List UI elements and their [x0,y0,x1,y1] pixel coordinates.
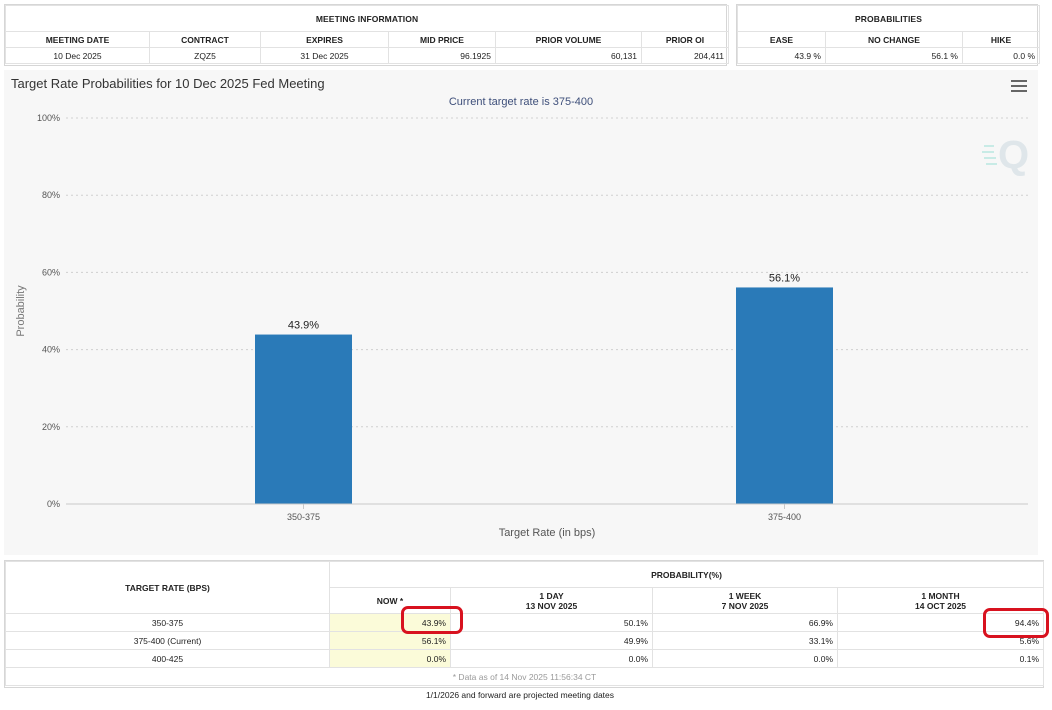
now-value: 43.9% [329,613,451,632]
target-rate-header: TARGET RATE (BPS) [5,561,330,614]
y-axis-ticks: 0% 20% 40% 60% 80% 100% [37,113,60,509]
q-logo-icon: Q [982,133,1029,177]
y-tick-label: 60% [42,267,60,277]
one-day-value: 49.9% [450,631,653,650]
chart-canvas: 0% 20% 40% 60% 80% 100% 43.9% 56.1% 350-375 375… [15,113,1029,539]
contract-header: CONTRACT [149,31,261,48]
one-month-value: 0.1% [836,649,1045,668]
bar [736,287,833,504]
y-tick-label: 20% [42,422,60,432]
bar [255,334,352,504]
y-tick-label: 40% [42,345,60,355]
hike-value: 0.0 % [961,47,1041,64]
rate-label: 350-375 [5,613,330,632]
now-value: 0.0% [329,649,451,668]
one-day-value: 50.1% [450,613,653,632]
prior-oi-header: PRIOR OI [640,31,730,48]
mid-price-header: MID PRICE [388,31,496,48]
rate-label: 400-425 [5,649,330,668]
chart-subtitle: Current target rate is 375-400 [448,96,594,108]
prior-volume-value: 60,131 [495,47,642,64]
expires-header: EXPIRES [260,31,389,48]
y-tick-label: 80% [42,190,60,200]
chart-menu-icon[interactable] [1011,80,1027,92]
meeting-date-value: 10 Dec 2025 [5,47,150,64]
no-change-header: NO CHANGE [825,31,963,48]
data-timestamp-note: * Data as of 14 Nov 2025 11:56:34 CT [4,667,1045,686]
probabilities-caption: PROBABILITIES [736,5,1041,32]
meeting-info-table: MEETING INFORMATION MEETING DATE CONTRAC… [4,4,730,66]
now-header: NOW * [329,587,451,614]
ease-header: EASE [737,31,826,48]
probabilities-table: PROBABILITIES EASE NO CHANGE HIKE 43.9 %… [736,4,1041,66]
svg-text:Q: Q [998,133,1029,177]
probability-history-table: TARGET RATE (BPS) PROBABILITY(%) NOW * 1… [4,560,1045,688]
x-axis-ticks: 350-375 375-400 [287,504,801,522]
chart-title: Target Rate Probabilities for 10 Dec 202… [11,76,325,91]
data-label: 43.9% [288,320,319,332]
projected-dates-note: 1/1/2026 and forward are projected meeti… [425,690,615,700]
one-month-value: 5.6% [836,631,1045,650]
one-day-value: 0.0% [450,649,653,668]
expires-value: 31 Dec 2025 [260,47,389,64]
ease-value: 43.9 % [737,47,826,64]
one-week-value: 33.1% [652,631,838,650]
meeting-date-header: MEETING DATE [5,31,150,48]
y-axis-title: Probability [15,285,27,337]
data-labels: 43.9% 56.1% [288,272,800,331]
table-row: 400-425 0.0% 0.0% 0.0% 0.1% [5,649,1045,668]
x-tick-label: 350-375 [287,512,320,522]
x-tick-label: 375-400 [768,512,801,522]
one-week-value: 0.0% [652,649,838,668]
one-day-header: 1 DAY 13 NOV 2025 [450,587,653,614]
hike-header: HIKE [961,31,1041,48]
y-tick-label: 100% [37,113,60,123]
table-row: 350-375 43.9% 50.1% 66.9% 94.4% [5,613,1045,632]
x-axis-title: Target Rate (in bps) [499,527,596,539]
mid-price-value: 96.1925 [388,47,496,64]
now-value: 56.1% [329,631,451,650]
contract-value: ZQZ5 [149,47,261,64]
table-row: 375-400 (Current) 56.1% 49.9% 33.1% 5.6% [5,631,1045,650]
chart-panel: 0% 20% 40% 60% 80% 100% 43.9% 56.1% 350-375 375… [4,70,1038,555]
grid-lines [66,117,1028,428]
one-week-header: 1 WEEK 7 NOV 2025 [652,587,838,614]
y-tick-label: 0% [47,499,60,509]
prior-volume-header: PRIOR VOLUME [495,31,642,48]
probability-header: PROBABILITY(%) [328,561,1045,588]
prior-oi-value: 204,411 [640,47,730,64]
meeting-info-caption: MEETING INFORMATION [4,5,730,32]
one-week-value: 66.9% [652,613,838,632]
one-month-header: 1 MONTH 14 OCT 2025 [836,587,1045,614]
bars [255,287,833,504]
no-change-value: 56.1 % [825,47,963,64]
rate-label: 375-400 (Current) [5,631,330,650]
one-month-value: 94.4% [836,613,1045,632]
data-label: 56.1% [769,272,800,284]
